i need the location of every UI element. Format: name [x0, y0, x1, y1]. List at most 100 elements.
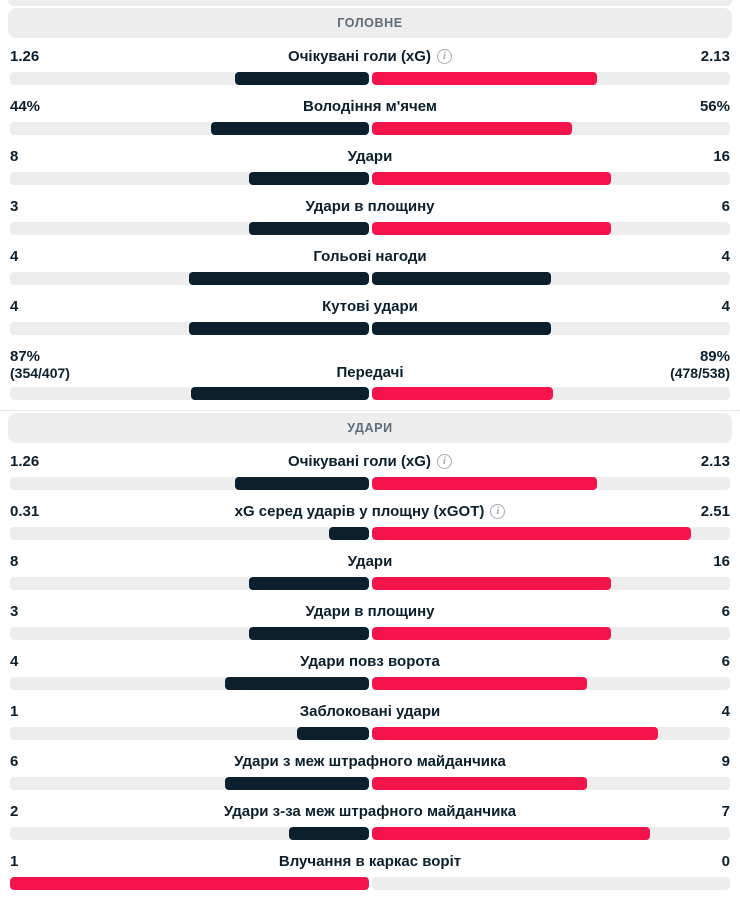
stat-bar [10, 387, 730, 400]
away-bar-fill [371, 827, 651, 840]
home-value-sub: (354/407) [10, 365, 70, 381]
away-value-main: 4 [721, 703, 730, 720]
stat-label: Удари повз ворота [300, 653, 440, 670]
stat-label: Удари в площину [305, 198, 435, 215]
info-icon[interactable]: i [436, 453, 452, 469]
home-bar-track [10, 387, 369, 400]
away-bar-track [371, 827, 730, 840]
stat-row: 4 Удари повз ворота 6 [10, 653, 730, 703]
away-value-main: 56% [699, 98, 730, 115]
home-value: 3 [10, 198, 105, 216]
stat-bar [10, 677, 730, 690]
home-bar-fill [296, 727, 369, 740]
away-bar-fill [371, 527, 691, 540]
stat-row: 1 Влучання в каркас воріт 0 [10, 853, 730, 903]
home-bar-fill [249, 627, 369, 640]
home-bar-track [10, 172, 369, 185]
stat-label: Удари в площину [305, 603, 435, 620]
stat-bar [10, 222, 730, 235]
stat-bar [10, 627, 730, 640]
stat-row: 3 Удари в площину 6 [10, 603, 730, 653]
section-header: УДАРИ [8, 413, 732, 443]
home-bar-track [10, 222, 369, 235]
info-icon[interactable]: i [436, 48, 452, 64]
away-value-main: 2.51 [700, 503, 730, 520]
away-bar-track [371, 727, 730, 740]
home-value: 1.26 [10, 48, 105, 66]
away-value: 16 [635, 553, 730, 571]
stat-label: Удари з меж штрафного майданчика [234, 753, 506, 770]
away-bar-track [371, 72, 730, 85]
away-value: 2.13 [635, 453, 730, 471]
away-value: 6 [635, 198, 730, 216]
home-value: 4 [10, 653, 105, 671]
home-bar-fill [225, 677, 369, 690]
away-bar-fill [371, 577, 611, 590]
away-value-sub: (478/538) [670, 365, 730, 381]
home-value-main: 1 [10, 703, 19, 720]
stats-rows: 1.26 Очікувані голи (xG) i 2.13 0.3 [10, 453, 730, 903]
away-value-main: 7 [721, 803, 730, 820]
home-value-main: 0.31 [10, 503, 40, 520]
stat-row: 0.31 xG серед ударів у площну (xGOT) i 2… [10, 503, 730, 553]
away-value: 16 [635, 148, 730, 166]
home-value: 1 [10, 853, 105, 871]
stats-rows: 1.26 Очікувані голи (xG) i 2.13 44% [10, 48, 730, 410]
home-value-main: 1 [10, 853, 19, 870]
away-bar-fill [371, 322, 551, 335]
home-value-main: 8 [10, 553, 19, 570]
home-value: 8 [10, 553, 105, 571]
away-value: 6 [635, 603, 730, 621]
home-bar-track [10, 677, 369, 690]
home-value-main: 2 [10, 803, 19, 820]
home-bar-fill [210, 122, 369, 135]
home-bar-track [10, 272, 369, 285]
stat-label: Кутові удари [322, 298, 418, 315]
away-bar-track [371, 387, 730, 400]
home-bar-fill [288, 827, 369, 840]
stat-bar [10, 272, 730, 285]
away-bar-track [371, 122, 730, 135]
away-value: 7 [635, 803, 730, 821]
away-value: 6 [635, 653, 730, 671]
away-value: 4 [635, 248, 730, 266]
away-bar-fill [371, 627, 611, 640]
home-value: 4 [10, 248, 105, 266]
away-value: 2.51 [635, 503, 730, 521]
stat-row: 4 Кутові удари 4 [10, 298, 730, 348]
away-bar-track [371, 777, 730, 790]
stat-row: 3 Удари в площину 6 [10, 198, 730, 248]
stat-label: Удари з-за меж штрафного майданчика [223, 803, 517, 820]
stat-label: Очікувані голи (xG) [288, 453, 431, 470]
home-bar-fill [10, 877, 369, 890]
home-value: 87% (354/407) [10, 348, 105, 382]
away-bar-track [371, 677, 730, 690]
away-bar-track [371, 627, 730, 640]
home-bar-fill [249, 222, 369, 235]
home-bar-track [10, 72, 369, 85]
stat-row: 8 Удари 16 [10, 553, 730, 603]
home-value: 0.31 [10, 503, 105, 521]
stat-label: Заблоковані удари [299, 703, 441, 720]
home-value: 6 [10, 753, 105, 771]
away-bar-fill [371, 677, 587, 690]
home-value-main: 6 [10, 753, 19, 770]
home-bar-fill [249, 577, 369, 590]
away-value-main: 6 [721, 198, 730, 215]
info-icon[interactable]: i [490, 503, 506, 519]
home-value: 8 [10, 148, 105, 166]
section-divider [0, 410, 740, 411]
home-bar-fill [189, 322, 369, 335]
away-bar-track [371, 222, 730, 235]
stat-label: Володіння м'ячем [302, 98, 437, 115]
stat-row: 4 Гольові нагоди 4 [10, 248, 730, 298]
away-bar-track [371, 322, 730, 335]
home-value-main: 44% [10, 98, 41, 115]
stat-label: xG серед ударів у площну (xGOT) [234, 503, 485, 520]
away-bar-track [371, 877, 730, 890]
away-value-main: 9 [721, 753, 730, 770]
away-value-main: 6 [721, 653, 730, 670]
stat-row: 6 Удари з меж штрафного майданчика 9 [10, 753, 730, 803]
home-bar-fill [249, 172, 369, 185]
